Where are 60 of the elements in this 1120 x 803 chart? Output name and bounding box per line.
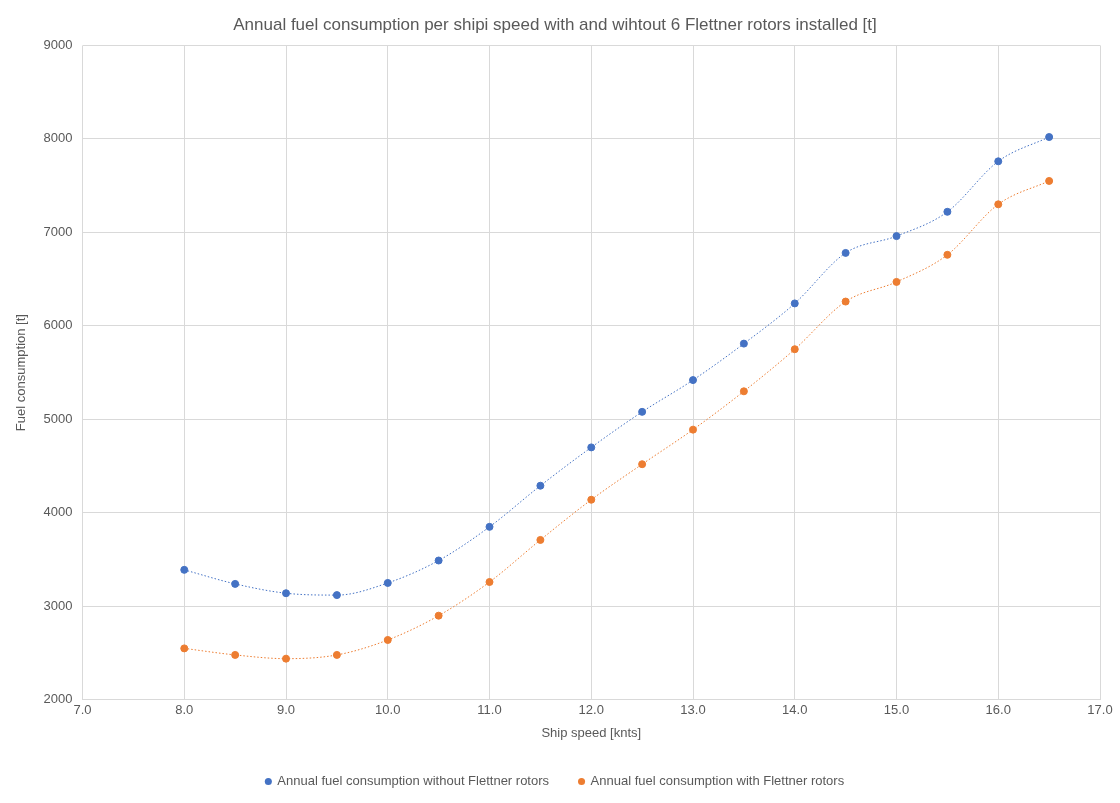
x-tick-label: 8.0 [175, 702, 194, 718]
x-axis-title: Ship speed [knts] [541, 724, 642, 740]
point [485, 578, 494, 587]
point [841, 248, 850, 257]
point [689, 425, 698, 434]
point [587, 443, 596, 452]
y-axis-title: Fuel consumption [t] [13, 314, 29, 432]
legend-label: Annual fuel consumption without Flettner rotors [277, 773, 550, 789]
y-tick-label: 8000 [43, 130, 73, 146]
point [841, 297, 850, 306]
point [434, 611, 443, 620]
x-tick-label: 16.0 [985, 702, 1011, 718]
y-tick-label: 2000 [43, 691, 73, 707]
point [943, 207, 952, 216]
point [892, 232, 901, 241]
point [231, 650, 240, 659]
point [994, 200, 1003, 209]
point [383, 635, 392, 644]
point [180, 565, 189, 574]
point [383, 578, 392, 587]
x-tick-label: 11.0 [477, 702, 502, 718]
point [638, 407, 647, 416]
x-tick-label: 13.0 [680, 702, 706, 718]
x-tick-label: 10.0 [375, 702, 401, 718]
point [790, 345, 799, 354]
y-tick-label: 4000 [43, 504, 73, 520]
point [180, 644, 189, 653]
legend-label: Annual fuel consumption with Flettner rotors [590, 773, 845, 789]
point [739, 339, 748, 348]
point [689, 376, 698, 385]
x-tick-label: 7.0 [73, 702, 92, 718]
point [231, 579, 240, 588]
point [332, 591, 341, 600]
x-tick-label: 12.0 [578, 702, 604, 718]
chart-title: Annual fuel consumption per shipi speed with and wihtout 6 Flettner rotors installed [t] [233, 14, 877, 34]
x-tick-label: 14.0 [782, 702, 808, 718]
point [892, 277, 901, 286]
point [434, 556, 443, 565]
y-tick-label: 7000 [43, 223, 73, 239]
point [1045, 133, 1054, 142]
point [739, 387, 748, 396]
point [638, 460, 647, 469]
y-tick-label: 5000 [43, 410, 73, 426]
y-tick-label: 9000 [43, 36, 73, 52]
point [1045, 176, 1054, 185]
point [587, 495, 596, 504]
point [790, 299, 799, 308]
x-tick-label: 9.0 [276, 702, 296, 718]
y-tick-label: 6000 [43, 317, 73, 333]
x-tick-label: 15.0 [883, 702, 910, 718]
point [485, 522, 494, 531]
point [536, 481, 545, 490]
point [282, 589, 291, 598]
point [282, 654, 291, 663]
point [943, 250, 952, 259]
x-tick-label: 17.0 [1087, 702, 1113, 718]
point [536, 535, 545, 544]
y-tick-label: 3000 [43, 597, 73, 613]
point [994, 157, 1003, 166]
point [332, 650, 341, 659]
